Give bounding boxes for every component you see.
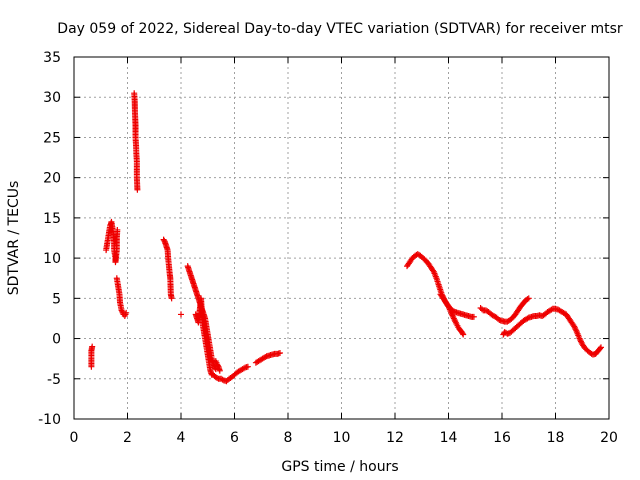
grid-lines: [74, 57, 609, 419]
data-point: [525, 295, 532, 302]
y-axis-label: SDTVAR / TECUs: [6, 181, 22, 296]
y-tick-label: 10: [43, 251, 61, 267]
data-point: [597, 344, 604, 351]
data-point: [276, 350, 283, 357]
x-tick-label: 2: [123, 430, 132, 446]
x-tick-label: 6: [230, 430, 239, 446]
data-point: [119, 308, 126, 315]
y-tick-label: 5: [52, 291, 61, 307]
data-point: [470, 313, 477, 320]
y-tick-label: -5: [47, 372, 61, 388]
data-point: [524, 315, 531, 322]
x-tick-label: 10: [333, 430, 351, 446]
data-points: [88, 90, 604, 385]
data-point: [524, 296, 531, 303]
chart-title: Day 059 of 2022, Sidereal Day-to-day VTE…: [57, 21, 623, 37]
data-point: [216, 367, 223, 374]
data-point: [262, 354, 269, 361]
y-tick-label: 20: [43, 171, 61, 187]
y-tick-label: 15: [43, 211, 61, 227]
x-axis-label: GPS time / hours: [281, 459, 398, 475]
y-tick-label: 30: [43, 90, 61, 106]
data-point: [240, 365, 247, 372]
y-tick-label: 25: [43, 130, 61, 146]
data-point: [244, 363, 251, 370]
axis-ticks: 0 2 4 6 8 10 12 14 16 18 20 -10 -5 0 5 10 15 20 25 30 35: [38, 50, 618, 446]
data-point: [478, 306, 485, 313]
data-point: [548, 306, 555, 313]
data-point: [460, 331, 467, 338]
x-tick-label: 4: [177, 430, 186, 446]
data-point: [459, 330, 466, 337]
data-point: [134, 186, 141, 193]
data-point: [123, 309, 130, 316]
y-tick-label: -10: [38, 412, 61, 428]
y-tick-label: 35: [43, 50, 61, 66]
x-tick-label: 14: [440, 430, 458, 446]
x-tick-label: 8: [284, 430, 293, 446]
data-point: [168, 295, 175, 302]
data-point: [89, 343, 96, 350]
y-tick-label: 0: [52, 332, 61, 348]
data-point: [114, 226, 121, 233]
x-tick-label: 20: [600, 430, 618, 446]
x-tick-label: 12: [386, 430, 404, 446]
data-point: [597, 345, 604, 352]
x-tick-label: 0: [70, 430, 79, 446]
x-tick-label: 16: [493, 430, 511, 446]
x-tick-label: 18: [547, 430, 565, 446]
data-point: [214, 374, 221, 381]
data-point: [219, 376, 226, 383]
data-point: [118, 307, 125, 314]
data-point: [178, 311, 184, 318]
